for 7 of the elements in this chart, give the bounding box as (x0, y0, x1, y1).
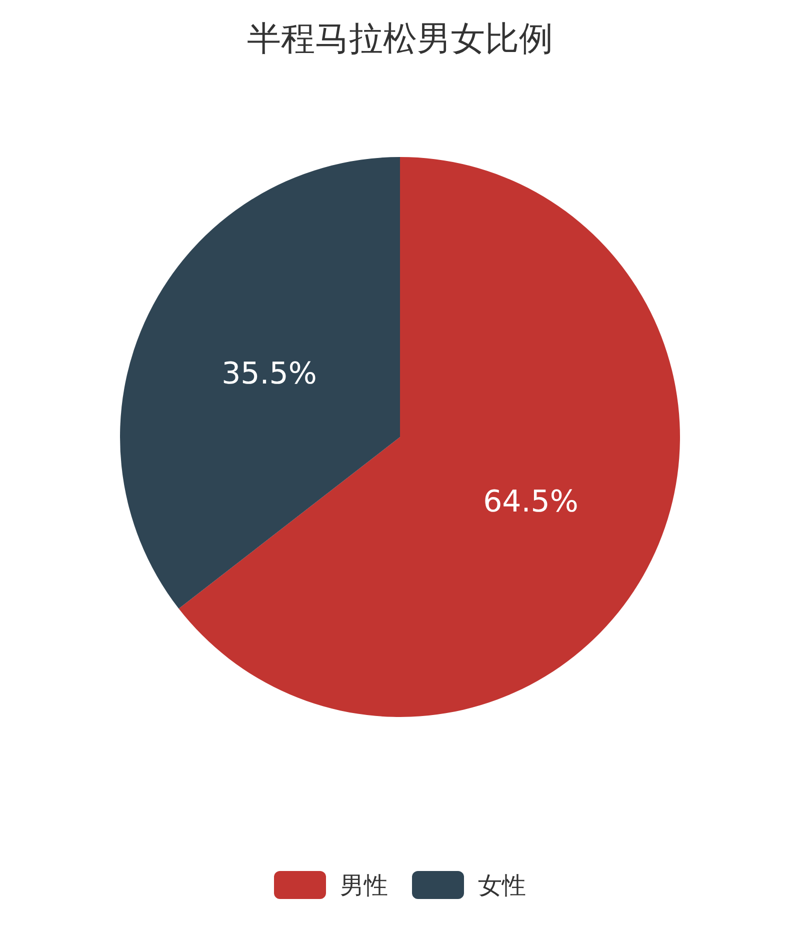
data-label: 64.5% (483, 484, 578, 520)
legend-label: 女性 (478, 871, 526, 900)
pie-slice (120, 157, 400, 609)
data-label: 35.5% (222, 356, 317, 392)
legend-label: 男性 (340, 871, 388, 900)
pie-slice (178, 157, 680, 717)
chart-title: 半程马拉松男女比例 (247, 19, 553, 59)
